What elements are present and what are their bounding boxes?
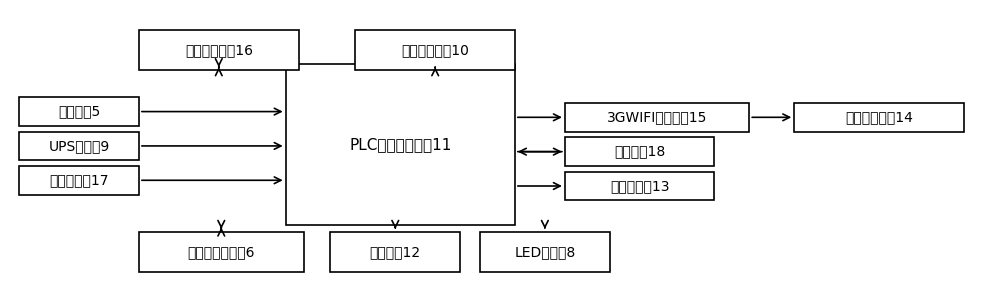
FancyBboxPatch shape <box>139 30 299 70</box>
FancyBboxPatch shape <box>565 172 714 200</box>
FancyBboxPatch shape <box>794 103 964 131</box>
FancyBboxPatch shape <box>565 103 749 131</box>
FancyBboxPatch shape <box>139 232 304 272</box>
FancyBboxPatch shape <box>19 166 139 194</box>
Text: 自助服务5: 自助服务5 <box>58 105 100 118</box>
Text: 定位装置18: 定位装置18 <box>614 145 665 159</box>
Text: 故障报警装置16: 故障报警装置16 <box>185 43 253 57</box>
FancyBboxPatch shape <box>19 131 139 160</box>
Text: LED显示屏8: LED显示屏8 <box>514 245 575 259</box>
FancyBboxPatch shape <box>330 232 460 272</box>
FancyBboxPatch shape <box>19 97 139 126</box>
Text: UPS蓄电池9: UPS蓄电池9 <box>49 139 110 153</box>
Text: 锁柱装置12: 锁柱装置12 <box>370 245 421 259</box>
FancyBboxPatch shape <box>286 64 515 225</box>
Text: 视频监控装置10: 视频监控装置10 <box>401 43 469 57</box>
Text: 后台管理中心14: 后台管理中心14 <box>845 110 913 124</box>
FancyBboxPatch shape <box>480 232 610 272</box>
Text: 人机触摸显示屏6: 人机触摸显示屏6 <box>188 245 255 259</box>
Text: PLC可编程控制器11: PLC可编程控制器11 <box>349 137 451 152</box>
Text: 激光传感器17: 激光传感器17 <box>49 173 109 187</box>
FancyBboxPatch shape <box>355 30 515 70</box>
Text: 时间控制器13: 时间控制器13 <box>610 179 669 193</box>
FancyBboxPatch shape <box>565 137 714 166</box>
Text: 3GWIFI通讯装置15: 3GWIFI通讯装置15 <box>607 110 707 124</box>
